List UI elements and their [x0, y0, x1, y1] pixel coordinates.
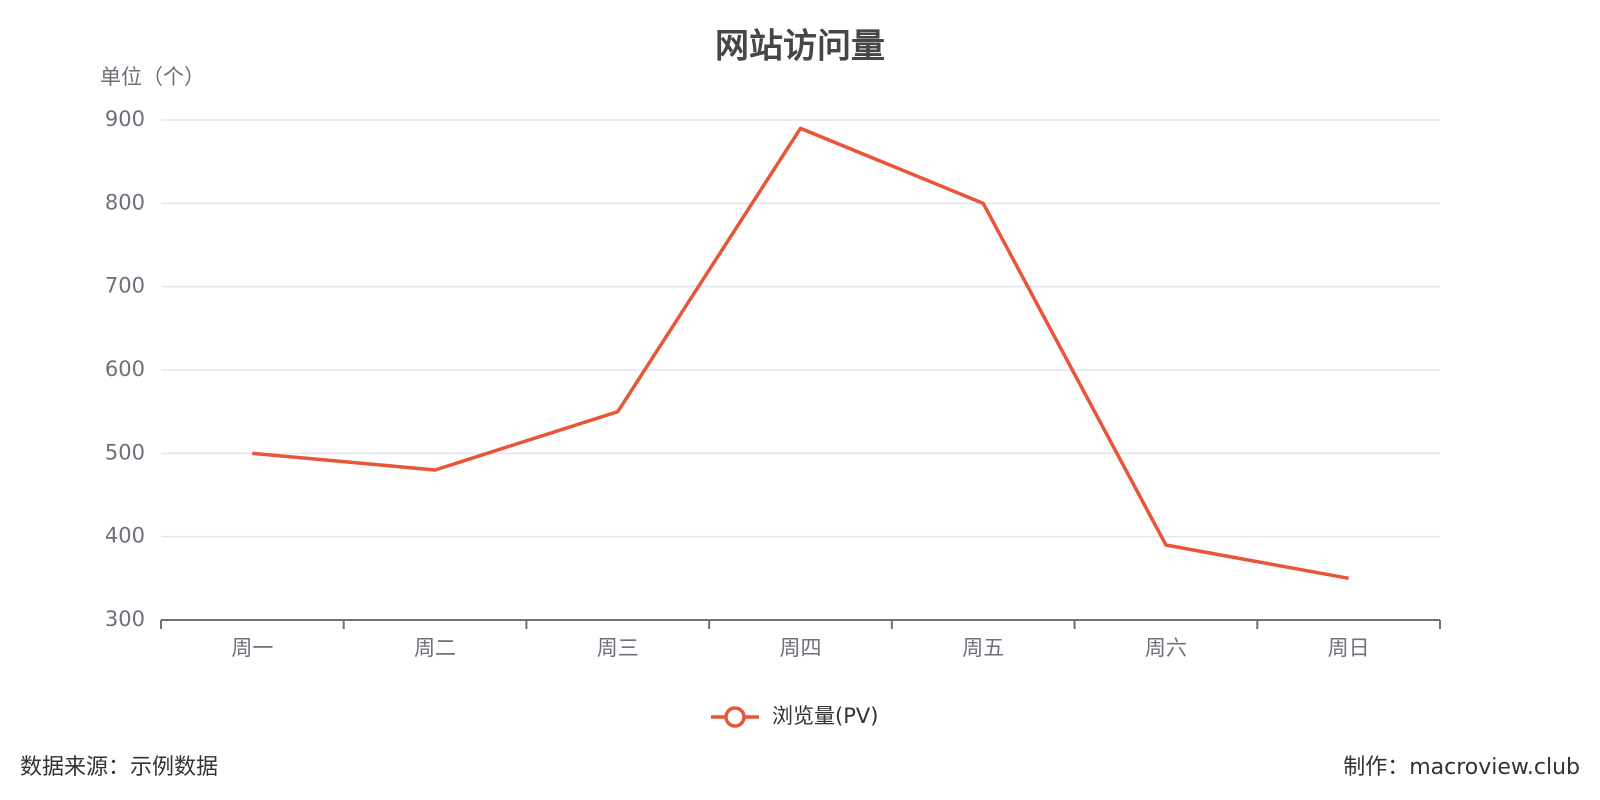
y-axis-label: 单位（个） — [100, 65, 205, 89]
y-tick-label: 300 — [105, 607, 145, 631]
x-tick-label: 周一 — [231, 636, 273, 660]
x-tick-label: 周五 — [962, 636, 1004, 660]
x-tick-label: 周二 — [414, 636, 456, 660]
credit: 制作：macroview.club — [1343, 755, 1580, 780]
y-tick-label: 600 — [105, 357, 145, 381]
y-tick-label: 900 — [105, 107, 145, 131]
y-tick-label: 400 — [105, 524, 145, 548]
x-tick-label: 周三 — [597, 636, 639, 660]
x-tick-label: 周四 — [780, 636, 822, 660]
x-tick-label: 周六 — [1145, 636, 1187, 660]
x-tick-label: 周日 — [1328, 636, 1370, 660]
legend-marker — [724, 706, 746, 728]
line — [252, 126, 1349, 581]
y-tick-label: 800 — [105, 190, 145, 214]
y-tick-label: 500 — [105, 440, 145, 464]
y-tick-label: 700 — [105, 274, 145, 298]
source: 数据来源：示例数据 — [20, 755, 218, 780]
chart-title: 网站访问量 — [715, 27, 885, 67]
legend-label: 浏览量(PV) — [772, 704, 878, 728]
